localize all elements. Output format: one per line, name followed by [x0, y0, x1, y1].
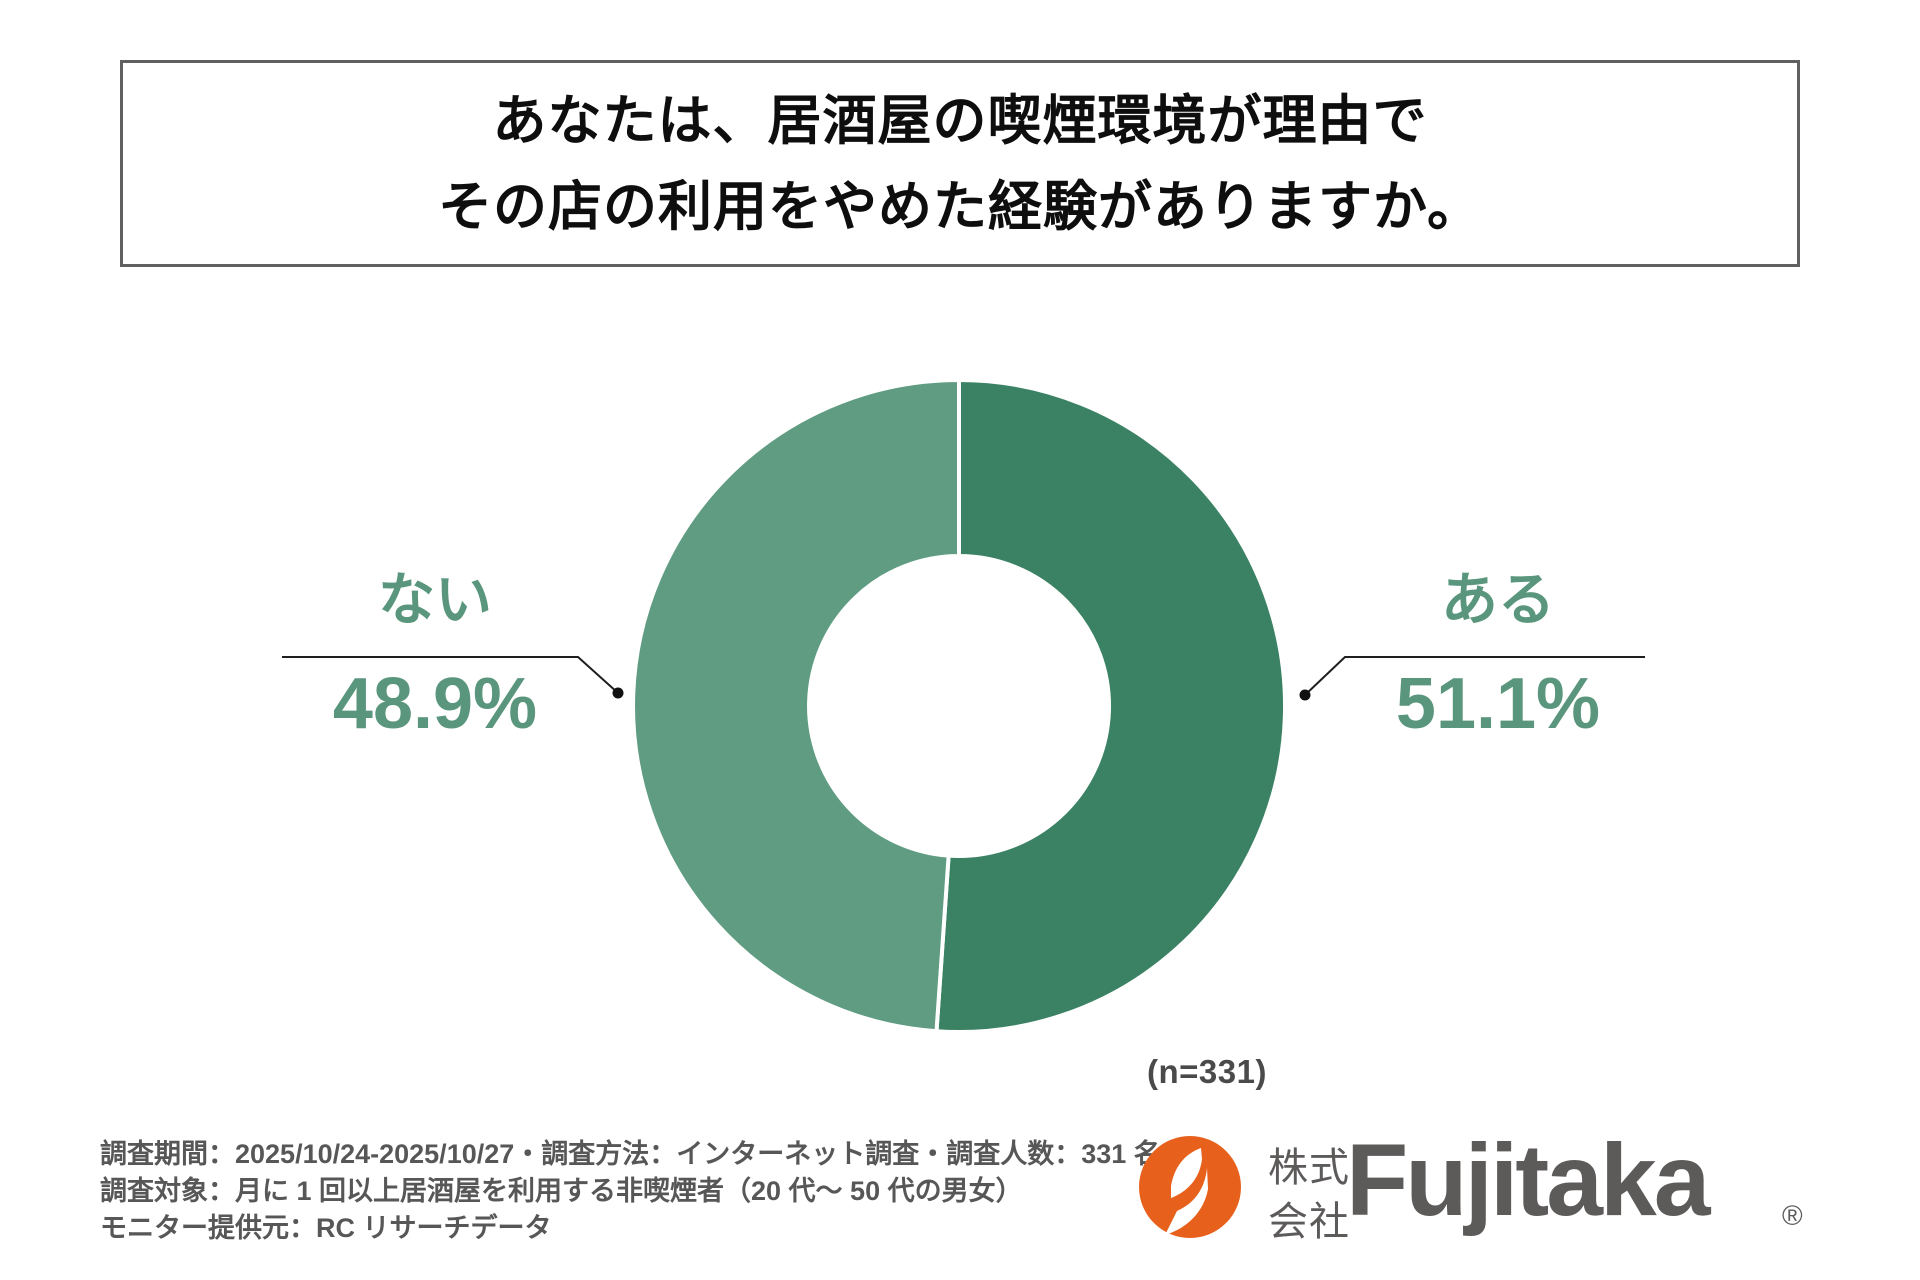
title-box: あなたは、居酒屋の喫煙環境が理由で その店の利用をやめた経験がありますか。 — [120, 60, 1800, 267]
logo-circle — [1139, 1136, 1241, 1238]
logo-company-prefix: 株式 会社 — [1268, 1141, 1350, 1249]
registered-trademark-icon: ® — [1782, 1200, 1803, 1231]
label-group-nai: ない 48.9% — [260, 570, 610, 742]
logo-prefix-line-1: 株式 — [1268, 1146, 1350, 1190]
title-line-2: その店の利用をやめた経験がありますか。 — [438, 176, 1482, 237]
donut-segment-ない — [631, 378, 961, 1034]
logo-brand-text: Fujitaka — [1346, 1123, 1710, 1237]
sample-size-label: (n=331) — [1147, 1053, 1267, 1090]
label-name-aru: ある — [1441, 568, 1555, 632]
footnote-line-1: 調査期間：2025/10/24-2025/10/27・調査方法：インターネット調… — [100, 1139, 1161, 1169]
fujitaka-logo-icon — [1139, 1136, 1241, 1238]
label-value-aru: 51.1% — [1395, 664, 1601, 744]
footnote-line-2: 調査対象：月に 1 回以上居酒屋を利用する非喫煙者（20 代〜 50 代の男女） — [100, 1176, 1023, 1206]
logo-leaf-upper — [1171, 1148, 1202, 1198]
survey-footnote: 調査期間：2025/10/24-2025/10/27・調査方法：インターネット調… — [100, 1136, 1161, 1247]
label-group-aru: ある 51.1% — [1323, 570, 1673, 742]
donut-chart — [631, 378, 1288, 1034]
label-value-nai: 48.9% — [332, 664, 538, 744]
donut-segment-ある — [934, 378, 1288, 1034]
title-line-1: あなたは、居酒屋の喫煙環境が理由で — [492, 90, 1428, 151]
footnote-line-3: モニター提供元：RC リサーチデータ — [100, 1213, 552, 1243]
logo-leaf-lower — [1165, 1168, 1208, 1235]
logo-prefix-line-2: 会社 — [1268, 1200, 1350, 1244]
label-name-nai: ない — [378, 568, 492, 632]
